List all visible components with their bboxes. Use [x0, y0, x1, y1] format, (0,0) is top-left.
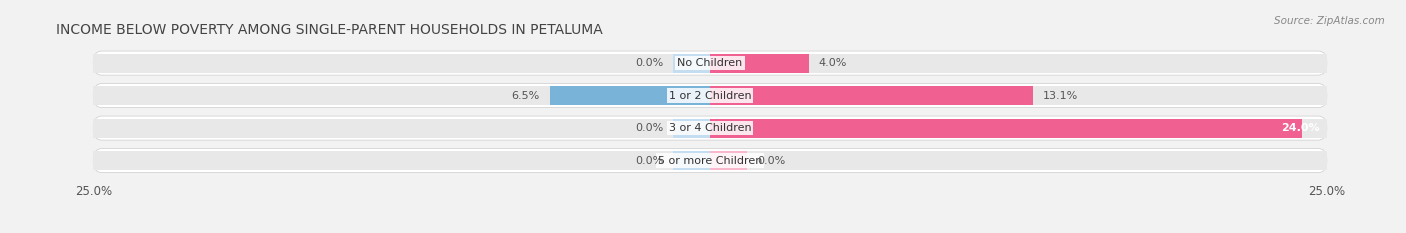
FancyBboxPatch shape — [93, 84, 1327, 108]
Bar — [673, 151, 710, 170]
Bar — [710, 119, 1327, 137]
Bar — [550, 86, 710, 105]
Bar — [710, 54, 808, 72]
Text: 6.5%: 6.5% — [512, 91, 540, 101]
Bar — [710, 119, 1302, 137]
Text: 13.1%: 13.1% — [1043, 91, 1078, 101]
Legend: Single Father, Single Mother: Single Father, Single Mother — [596, 230, 824, 233]
Bar — [710, 151, 747, 170]
Text: 24.0%: 24.0% — [1281, 123, 1319, 133]
FancyBboxPatch shape — [93, 149, 1327, 173]
Bar — [673, 119, 710, 137]
Bar — [93, 86, 710, 105]
Text: 5 or more Children: 5 or more Children — [658, 156, 762, 166]
Bar — [93, 54, 710, 72]
Text: INCOME BELOW POVERTY AMONG SINGLE-PARENT HOUSEHOLDS IN PETALUMA: INCOME BELOW POVERTY AMONG SINGLE-PARENT… — [56, 23, 603, 37]
Bar — [710, 151, 1327, 170]
Bar — [710, 86, 1033, 105]
Text: No Children: No Children — [678, 58, 742, 68]
Text: 0.0%: 0.0% — [636, 58, 664, 68]
FancyBboxPatch shape — [93, 116, 1327, 140]
Text: 0.0%: 0.0% — [636, 156, 664, 166]
Bar — [673, 54, 710, 72]
Bar — [93, 151, 710, 170]
FancyBboxPatch shape — [93, 51, 1327, 75]
Bar — [710, 54, 1327, 72]
Text: 3 or 4 Children: 3 or 4 Children — [669, 123, 751, 133]
Text: 4.0%: 4.0% — [818, 58, 846, 68]
Bar — [710, 86, 1327, 105]
Bar — [93, 119, 710, 137]
Text: 0.0%: 0.0% — [756, 156, 785, 166]
Text: 1 or 2 Children: 1 or 2 Children — [669, 91, 751, 101]
Text: 0.0%: 0.0% — [636, 123, 664, 133]
Text: Source: ZipAtlas.com: Source: ZipAtlas.com — [1274, 16, 1385, 26]
